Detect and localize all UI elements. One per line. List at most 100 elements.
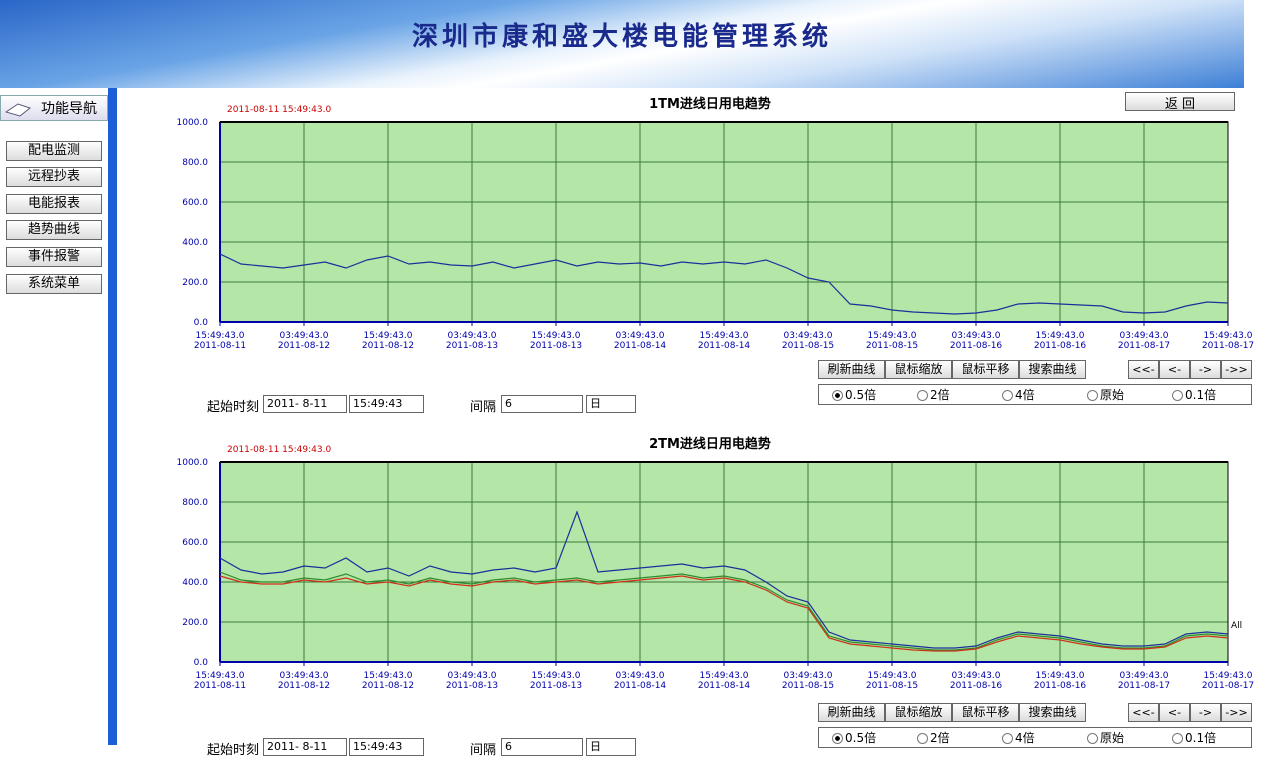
x-tick-label: 15:49:43.0 — [363, 671, 412, 681]
x-tick-label: 03:49:43.0 — [615, 671, 664, 681]
radio[interactable] — [917, 390, 928, 401]
x-tick-label: 15:49:43.0 — [699, 331, 748, 341]
x-tick-label: 2011-08-14 — [698, 341, 751, 351]
nav-button[interactable]: 系统菜单 — [6, 274, 102, 294]
x-tick-label: 15:49:43.0 — [867, 671, 916, 681]
nav-button[interactable]: 电能报表 — [6, 194, 102, 214]
x-tick-label: 15:49:43.0 — [195, 671, 244, 681]
header: 深圳市康和盛大楼电能管理系统 — [0, 0, 1244, 88]
x-tick-label: 2011-08-12 — [362, 341, 414, 351]
timestamp: 2011-08-11 15:49:43.0 — [227, 445, 331, 455]
back-button[interactable]: 返 回 — [1125, 92, 1235, 112]
y-tick-label: 0.0 — [194, 658, 209, 668]
series-line — [219, 253, 1229, 315]
radio[interactable] — [1087, 733, 1098, 744]
y-tick-label: 400.0 — [182, 238, 208, 248]
tool-button[interactable]: 刷新曲线 — [818, 703, 885, 722]
nav-button[interactable]: 远程抄表 — [6, 167, 102, 187]
nav-arrow[interactable]: -> — [1190, 703, 1221, 722]
series-line — [219, 575, 1229, 652]
y-tick-label: 600.0 — [182, 198, 208, 208]
y-tick-label: 1000.0 — [177, 118, 209, 128]
tool-button[interactable]: 鼠标平移 — [952, 360, 1019, 379]
nav-button[interactable]: 趋势曲线 — [6, 220, 102, 240]
x-tick-label: 2011-08-13 — [446, 341, 498, 351]
timestamp: 2011-08-11 15:49:43.0 — [227, 105, 331, 115]
nav-arrow[interactable]: <- — [1159, 360, 1190, 379]
end-label: All — [1231, 621, 1242, 631]
nav-arrow[interactable]: <- — [1159, 703, 1190, 722]
nav-arrow[interactable]: ->> — [1221, 360, 1252, 379]
x-tick-label: 15:49:43.0 — [1203, 331, 1252, 341]
tool-button[interactable]: 刷新曲线 — [818, 360, 885, 379]
start-label: 起始时刻 — [207, 743, 260, 758]
x-tick-label: 2011-08-11 — [194, 341, 246, 351]
book-icon — [4, 103, 32, 117]
radio[interactable] — [1172, 733, 1183, 744]
x-tick-label: 2011-08-12 — [278, 681, 330, 691]
radio-label: 4倍 — [1015, 388, 1035, 402]
start-date[interactable]: 2011- 8-11 — [263, 738, 347, 756]
x-tick-label: 15:49:43.0 — [363, 331, 412, 341]
radio[interactable] — [1002, 390, 1013, 401]
nav-button[interactable]: 事件报警 — [6, 247, 102, 267]
radio[interactable] — [832, 390, 843, 401]
y-tick-label: 800.0 — [182, 498, 208, 508]
tool-button[interactable]: 鼠标缩放 — [885, 360, 952, 379]
nav-arrow[interactable]: <<- — [1128, 360, 1159, 379]
x-tick-label: 2011-08-16 — [950, 341, 1003, 351]
y-tick-label: 200.0 — [182, 278, 208, 288]
x-tick-label: 2011-08-14 — [614, 341, 667, 351]
interval-unit[interactable]: 日 — [586, 738, 636, 756]
radio-label: 原始 — [1100, 388, 1125, 402]
x-tick-label: 2011-08-15 — [782, 681, 834, 691]
radio-label: 2倍 — [930, 388, 950, 402]
x-tick-label: 03:49:43.0 — [615, 331, 664, 341]
header-title: 深圳市康和盛大楼电能管理系统 — [411, 22, 832, 52]
x-tick-label: 03:49:43.0 — [279, 671, 328, 681]
x-tick-label: 03:49:43.0 — [1119, 331, 1168, 341]
nav-button[interactable]: 配电监测 — [6, 141, 102, 161]
radio-label: 原始 — [1100, 731, 1125, 745]
start-date[interactable]: 2011- 8-11 — [263, 395, 347, 413]
interval-input[interactable]: 6 — [501, 395, 583, 413]
x-tick-label: 15:49:43.0 — [867, 331, 916, 341]
x-tick-label: 2011-08-17 — [1118, 341, 1170, 351]
start-time[interactable]: 15:49:43 — [349, 738, 424, 756]
tool-button[interactable]: 鼠标平移 — [952, 703, 1019, 722]
y-tick-label: 600.0 — [182, 538, 208, 548]
x-tick-label: 15:49:43.0 — [531, 671, 580, 681]
tool-button[interactable]: 鼠标缩放 — [885, 703, 952, 722]
interval-input[interactable]: 6 — [501, 738, 583, 756]
nav-arrow[interactable]: ->> — [1221, 703, 1252, 722]
start-label: 起始时刻 — [207, 400, 260, 415]
nav-arrow[interactable]: <<- — [1128, 703, 1159, 722]
x-tick-label: 2011-08-15 — [866, 341, 918, 351]
x-tick-label: 2011-08-15 — [866, 681, 918, 691]
x-tick-label: 03:49:43.0 — [783, 331, 832, 341]
radio[interactable] — [832, 733, 843, 744]
radio[interactable] — [1002, 733, 1013, 744]
radio[interactable] — [917, 733, 928, 744]
tool-button[interactable]: 搜索曲线 — [1019, 703, 1086, 722]
x-tick-label: 03:49:43.0 — [279, 331, 328, 341]
chart-title: 1TM进线日用电趋势 — [649, 96, 771, 112]
radio[interactable] — [1172, 390, 1183, 401]
x-tick-label: 03:49:43.0 — [951, 331, 1000, 341]
x-tick-label: 15:49:43.0 — [195, 331, 244, 341]
x-tick-label: 2011-08-15 — [782, 341, 834, 351]
radio[interactable] — [1087, 390, 1098, 401]
series-line — [219, 571, 1229, 651]
nav-title: 功能导航 — [0, 95, 108, 121]
nav-arrow[interactable]: -> — [1190, 360, 1221, 379]
x-tick-label: 2011-08-17 — [1202, 681, 1254, 691]
y-tick-label: 200.0 — [182, 618, 208, 628]
x-tick-label: 15:49:43.0 — [1035, 671, 1084, 681]
tool-button[interactable]: 搜索曲线 — [1019, 360, 1086, 379]
interval-unit[interactable]: 日 — [586, 395, 636, 413]
radio-label: 2倍 — [930, 731, 950, 745]
start-time[interactable]: 15:49:43 — [349, 395, 424, 413]
x-tick-label: 03:49:43.0 — [447, 671, 496, 681]
x-tick-label: 2011-08-11 — [194, 681, 246, 691]
